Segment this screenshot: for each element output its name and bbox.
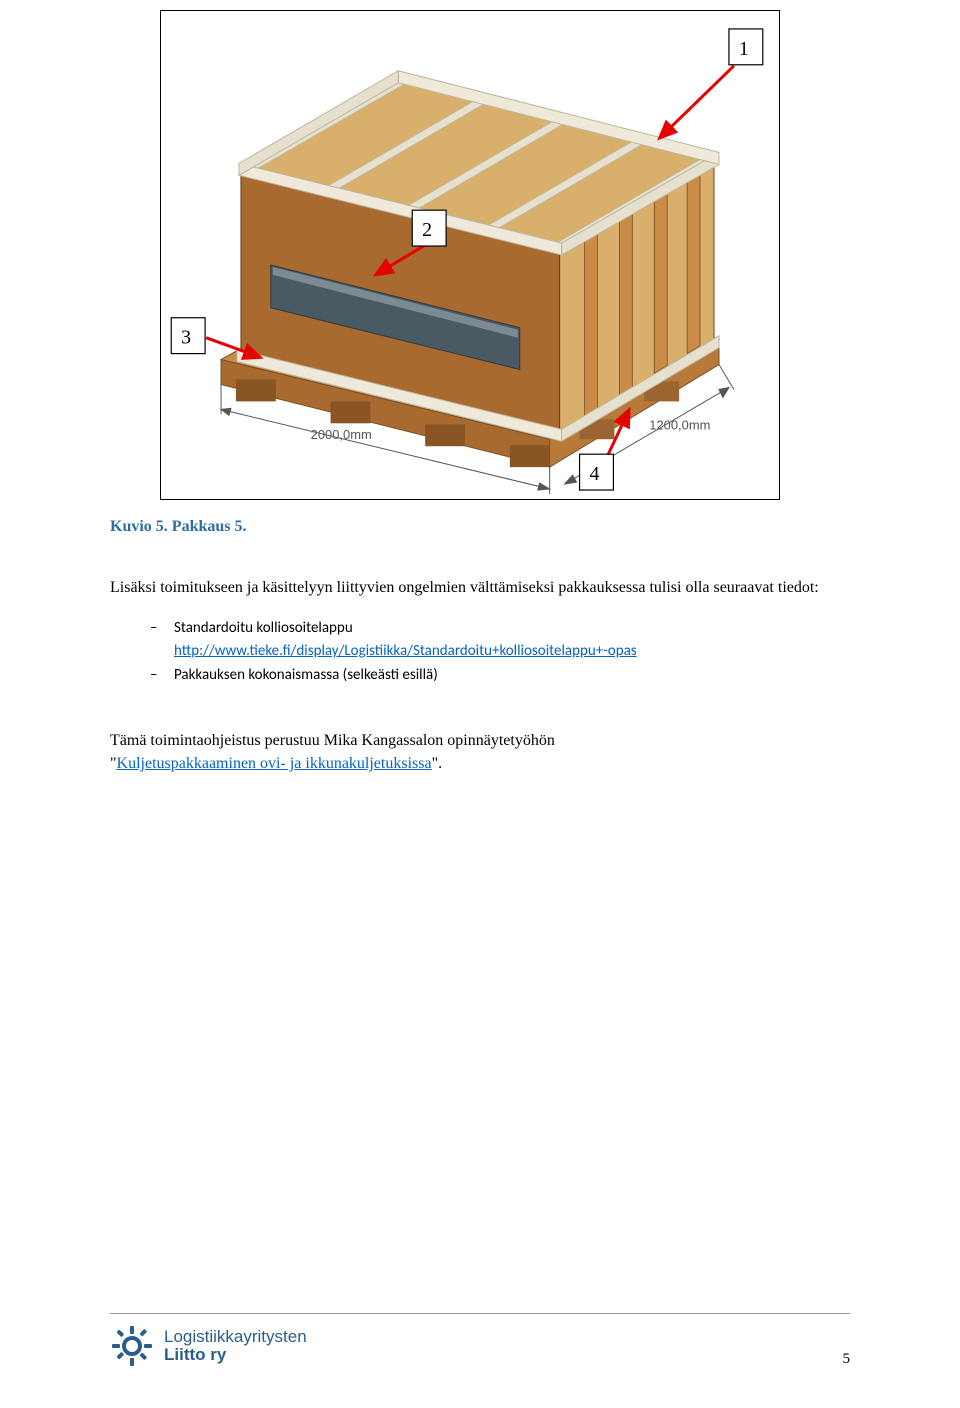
logo-line2: Liitto ry — [164, 1345, 226, 1364]
callout-1: 1 — [739, 38, 749, 60]
callout-3: 3 — [181, 327, 191, 349]
callout-2: 2 — [422, 219, 432, 241]
callout-4: 4 — [590, 463, 600, 485]
gear-logo-icon — [110, 1324, 154, 1368]
intro-paragraph: Lisäksi toimitukseen ja käsittelyyn liit… — [110, 576, 850, 599]
diagram-container: 2000,0mm 1200,0mm 1 2 3 4 — [160, 10, 780, 500]
crate-diagram: 2000,0mm 1200,0mm 1 2 3 4 — [161, 11, 779, 499]
footer-logo-text: Logistiikkayritysten Liitto ry — [164, 1328, 307, 1364]
dim-length: 2000,0mm — [311, 427, 372, 442]
dim-width: 1200,0mm — [649, 417, 710, 432]
list-item-text: Standardoitu kolliosoitelappu — [174, 619, 353, 637]
info-list: Standardoitu kolliosoitelappu http://www… — [110, 617, 850, 687]
page-number: 5 — [843, 1351, 851, 1368]
standard-link[interactable]: http://www.tieke.fi/display/Logistiikka/… — [174, 640, 850, 663]
footer-rule — [110, 1313, 850, 1314]
page-footer: Logistiikkayritysten Liitto ry 5 — [110, 1313, 850, 1368]
thesis-link[interactable]: Kuljetuspakkaaminen ovi- ja ikkunakuljet… — [117, 755, 432, 772]
figure-caption: Kuvio 5. Pakkaus 5. — [110, 518, 850, 536]
logo-line1: Logistiikkayritysten — [164, 1327, 307, 1346]
list-item-text: Pakkauksen kokonaismassa (selkeästi esil… — [174, 666, 438, 684]
quote-close: ". — [432, 755, 443, 772]
list-item: Pakkauksen kokonaismassa (selkeästi esil… — [150, 664, 850, 687]
closing-paragraph: Tämä toimintaohjeistus perustuu Mika Kan… — [110, 729, 850, 775]
list-item: Standardoitu kolliosoitelappu http://www… — [150, 617, 850, 662]
footer-logo: Logistiikkayritysten Liitto ry — [110, 1324, 307, 1368]
arrow-1 — [659, 66, 734, 139]
closing-text: Tämä toimintaohjeistus perustuu Mika Kan… — [110, 732, 555, 749]
